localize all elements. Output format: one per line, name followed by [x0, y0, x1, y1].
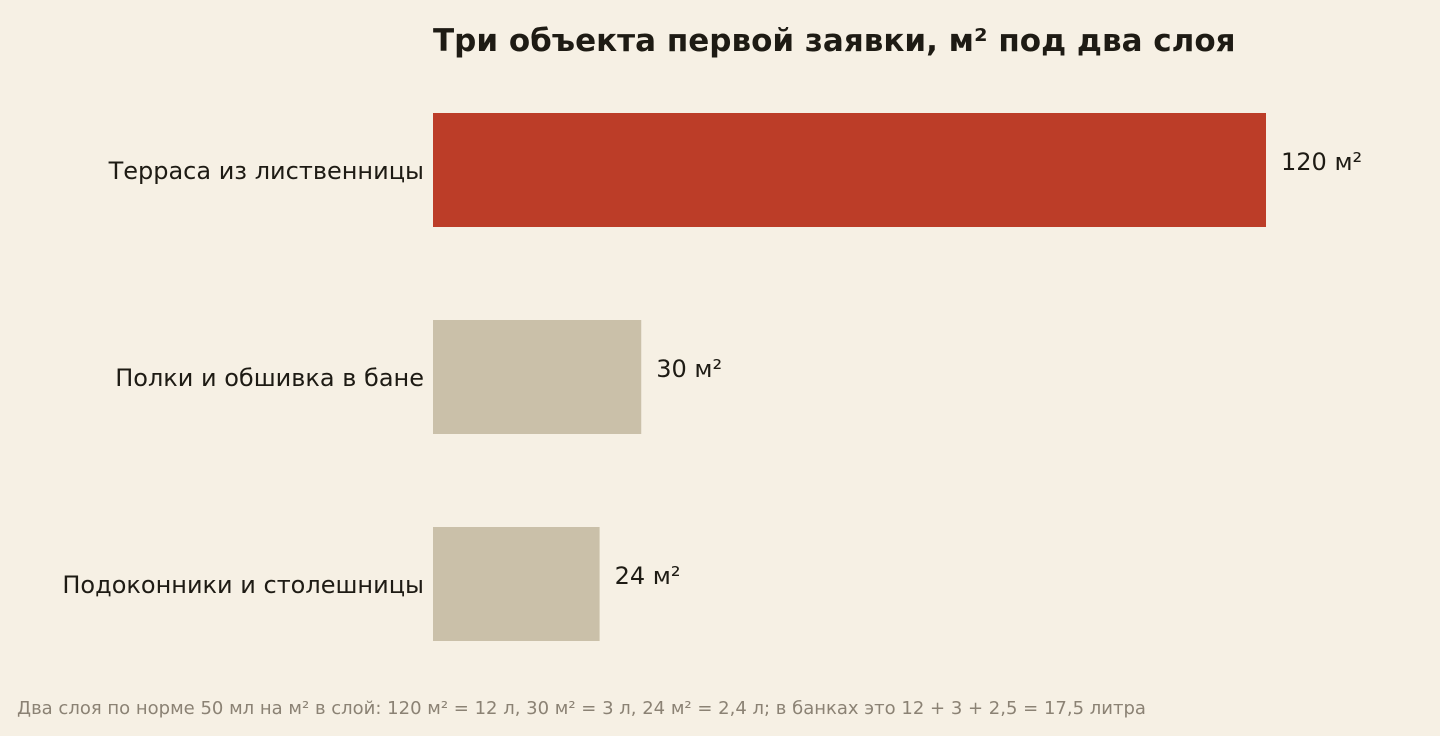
category-label: Терраса из лиственницы [108, 157, 424, 185]
chart-title: Три объекта первой заявки, м² под два сл… [433, 23, 1236, 59]
category-label: Полки и обшивка в бане [115, 364, 424, 392]
bar [433, 113, 1266, 227]
category-label: Подоконники и столешницы [62, 571, 424, 599]
chart-footnote: Два слоя по норме 50 мл на м² в слой: 12… [17, 698, 1146, 719]
bar [433, 527, 600, 641]
bar [433, 320, 642, 434]
value-label: 24 м² [615, 562, 681, 590]
value-label: 120 м² [1281, 148, 1362, 176]
value-label: 30 м² [656, 355, 722, 383]
bars-group: Терраса из лиственницы 120 м² Полки и обши… [62, 113, 1362, 641]
